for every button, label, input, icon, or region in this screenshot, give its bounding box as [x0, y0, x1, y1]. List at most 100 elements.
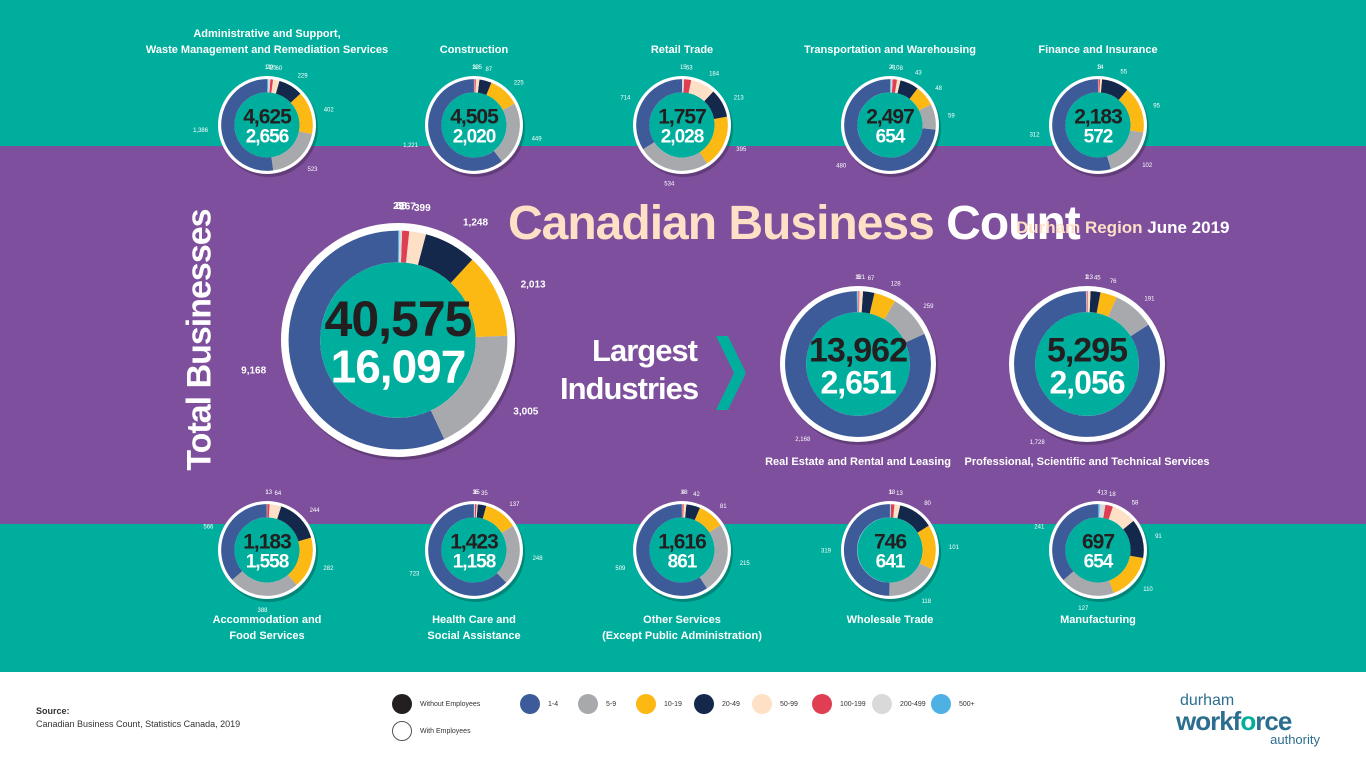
segment-value-label: 2,168: [795, 437, 811, 443]
legend-label: 50-99: [780, 700, 798, 708]
donut-center: [806, 312, 910, 416]
legend-label: 500+: [959, 700, 975, 708]
donut-segment: [636, 504, 707, 596]
segment-value-label: 1,386: [193, 128, 209, 134]
segment-value-label: 11: [265, 65, 272, 71]
industry-label: Finance and Insurance: [1038, 42, 1157, 58]
industry-label-line: Manufacturing: [1060, 614, 1136, 626]
segment-value-label: 59: [948, 113, 955, 119]
with-employees-count: 654: [1084, 551, 1114, 572]
donut-segment: [450, 259, 508, 338]
legend-dot: [520, 694, 540, 714]
segment-value-label: 68: [396, 201, 408, 212]
segment-value-label: 101: [949, 545, 960, 551]
segment-value-label: 191: [1144, 296, 1155, 302]
segment-value-label: 388: [257, 608, 268, 614]
segment-value-label: 18: [1109, 492, 1116, 498]
industry-label: Transportation and Warehousing: [804, 42, 976, 58]
donut-segment: [703, 91, 728, 120]
industry-label: Other Services (Except Public Administrat…: [602, 612, 762, 644]
segment-value-label: 3: [473, 490, 477, 496]
segment-value-label: 45: [1094, 276, 1101, 282]
logo-line-2: workforce: [1176, 708, 1326, 734]
legend-label: 10-19: [664, 700, 682, 708]
segment-value-label: 43: [915, 71, 922, 77]
logo-part-a: workf: [1176, 706, 1241, 736]
industry-label-line: Wholesale Trade: [846, 614, 934, 626]
segment-value-label: 225: [514, 80, 525, 86]
with-employees-count: 572: [1084, 126, 1113, 147]
donut-segment: [232, 571, 297, 596]
donut-segment: [1107, 297, 1149, 337]
title-part-1: Canadian Business: [508, 197, 935, 250]
segment-value-label: 95: [1153, 103, 1160, 109]
segment-value-label: 60: [276, 66, 283, 72]
donut-center: [857, 92, 923, 158]
with-employees-count: 1,158: [453, 551, 496, 572]
segment-value-label: 241: [1034, 525, 1045, 531]
segment-value-label: 167: [399, 201, 416, 212]
segment-value-label: 35: [481, 491, 488, 497]
donut-segment: [861, 291, 875, 314]
without-employees-count: 1,616: [658, 530, 706, 553]
segment-value-label: 55: [1120, 69, 1127, 75]
donut-segment: [1108, 506, 1134, 530]
durham-workforce-authority-logo: durham workforce authority: [1176, 693, 1326, 747]
segment-value-label: 282: [323, 566, 334, 572]
segment-value-label: 4: [682, 490, 686, 496]
legend-dot: [636, 694, 656, 714]
donut-segment: [683, 79, 692, 94]
with-employees-count: 16,097: [331, 340, 466, 392]
donut-segment: [894, 79, 901, 94]
without-employees-count: 13,962: [809, 331, 907, 369]
donut-segment: [221, 79, 274, 171]
legend-item: 10-19: [636, 694, 682, 714]
segment-value-label: 42: [693, 492, 700, 498]
segment-value-label: 53: [686, 66, 693, 72]
segment-value-label: 64: [275, 491, 282, 497]
segment-value-label: 48: [935, 86, 942, 92]
segment-value-label: 128: [891, 281, 902, 287]
donut-center: [649, 517, 715, 583]
segment-value-label: 91: [1155, 534, 1162, 540]
donut-segment: [276, 506, 312, 542]
donut-segment: [1063, 571, 1114, 596]
segment-value-label: 58: [1132, 501, 1139, 507]
segment-value-label: 566: [203, 524, 214, 530]
segment-value-label: 1: [1085, 275, 1089, 281]
legend-label-without: Without Employees: [420, 700, 481, 708]
donut-segment: [275, 80, 301, 103]
donut-segment: [428, 504, 507, 596]
segment-value-label: 1,248: [463, 218, 488, 229]
donut-segment: [430, 335, 508, 440]
segment-value-label: 76: [1110, 279, 1117, 285]
segment-value-label: 1: [855, 275, 859, 281]
with-employees-count: 861: [668, 551, 698, 572]
segment-value-label: 399: [414, 203, 431, 214]
legend-label-with: With Employees: [420, 727, 471, 735]
industry-label: Retail Trade: [651, 42, 713, 58]
donut-center: [1065, 92, 1131, 158]
donut-segment: [688, 80, 714, 102]
segment-value-label: 4: [1097, 490, 1101, 496]
segment-value-label: 10: [472, 65, 479, 71]
donut-segment: [917, 525, 936, 570]
donut-center: [1035, 312, 1139, 416]
segment-value-label: 13: [1086, 275, 1093, 281]
donut-segment: [636, 79, 683, 150]
footer: [0, 672, 1366, 768]
segment-value-label: 87: [485, 67, 492, 73]
without-employees-count: 1,757: [658, 105, 706, 128]
segment-value-label: 25: [270, 65, 277, 71]
donut-segment: [496, 525, 520, 583]
donut-segment: [699, 525, 728, 589]
without-employees-count: 746: [874, 530, 906, 553]
donut-charts: 9,1683,0052,0131,248399167682940,57516,0…: [193, 65, 1167, 614]
legend-dot: [872, 694, 892, 714]
segment-value-label: 3: [473, 65, 477, 71]
segment-value-label: 5: [476, 490, 480, 496]
legend-dot: [812, 694, 832, 714]
without-employees-count: 2,183: [1074, 105, 1122, 128]
with-employees-count: 2,656: [246, 126, 289, 147]
segment-value-label: 20: [267, 65, 274, 71]
